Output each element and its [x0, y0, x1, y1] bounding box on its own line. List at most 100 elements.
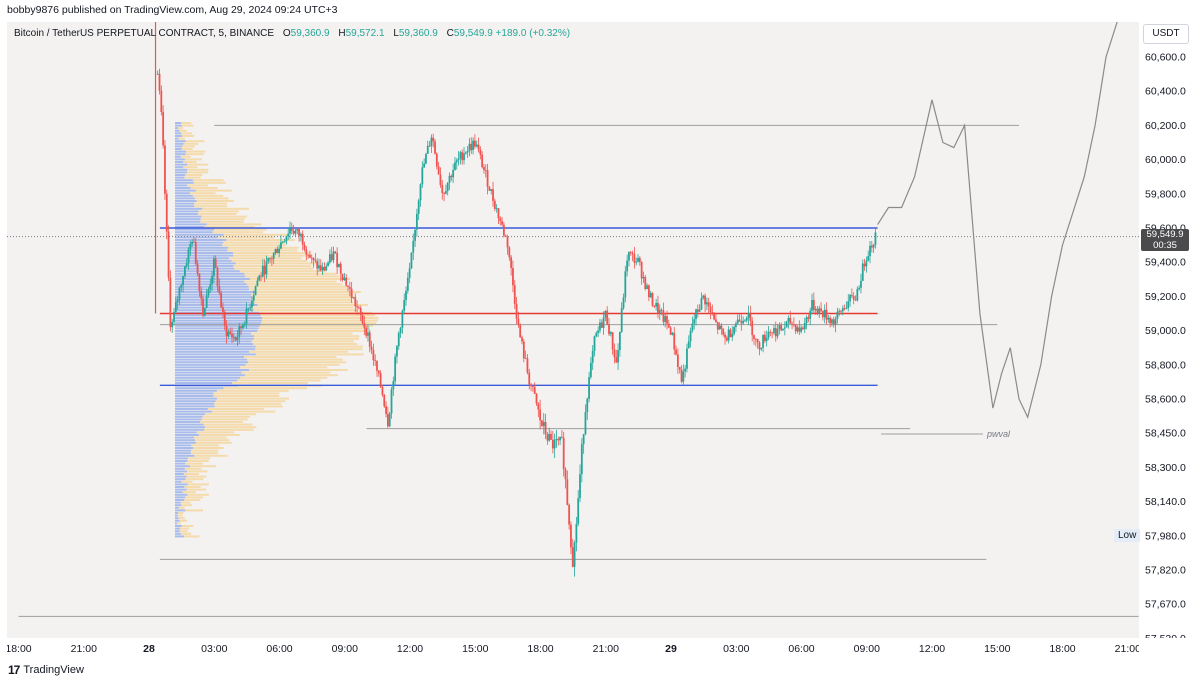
- price-chart[interactable]: pwval: [7, 0, 1146, 638]
- price-tick-label: 59,200.0: [1145, 291, 1186, 303]
- candle-body: [646, 285, 648, 290]
- profile-bar-orange: [217, 236, 275, 239]
- profile-bar-blue: [175, 374, 245, 377]
- profile-bar-blue: [175, 132, 182, 135]
- candle-body: [165, 193, 168, 232]
- candle-body: [713, 314, 716, 320]
- candle-body: [758, 342, 761, 350]
- profile-bar-orange: [187, 493, 209, 496]
- currency-unit-button[interactable]: USDT: [1143, 24, 1189, 44]
- candle-body: [463, 153, 465, 161]
- candle-body: [664, 316, 667, 322]
- profile-bar-blue: [175, 415, 203, 418]
- candle-body: [638, 257, 641, 263]
- profile-bar-blue: [175, 259, 232, 262]
- candle-body: [874, 232, 877, 245]
- price-axis[interactable]: 60,600.0 60,400.0 60,200.0 60,000.0 59,800.0…: [1139, 22, 1200, 679]
- candle-body: [276, 248, 279, 254]
- candle-body: [495, 208, 498, 210]
- candle-body: [182, 275, 184, 285]
- candle-body: [472, 140, 474, 151]
- candle-body: [798, 327, 801, 332]
- candle-body: [686, 348, 688, 369]
- price-tick-label: 60,400.0: [1145, 86, 1186, 98]
- profile-bar-blue: [175, 205, 195, 208]
- candle-body: [780, 325, 783, 331]
- last-price-value: 59,549.9: [1146, 229, 1184, 240]
- time-axis[interactable]: 18:00 21:00 28 03:00 06:00 09:00 12:00 15:00 18:…: [5, 638, 1141, 658]
- symbol-name[interactable]: Bitcoin / TetherUS PERPETUAL CONTRACT, 5…: [14, 28, 275, 39]
- candle-body: [809, 310, 812, 319]
- price-tick-label: 58,140.0: [1145, 496, 1186, 508]
- profile-bar-blue: [175, 142, 184, 145]
- candle-body: [711, 312, 714, 315]
- candle-body: [270, 258, 273, 260]
- chart-plot-area[interactable]: pwval: [7, 0, 1146, 638]
- profile-bar-blue: [175, 418, 202, 421]
- profile-bar-orange: [245, 275, 340, 278]
- profile-bar-orange: [193, 447, 224, 449]
- time-tick-label: 12:00: [397, 643, 423, 655]
- candle-body: [162, 111, 165, 146]
- profile-bar-orange: [233, 265, 311, 267]
- candle-body: [838, 310, 841, 312]
- profile-bar-orange: [251, 332, 353, 335]
- profile-bar-blue: [175, 161, 183, 163]
- candle-body: [283, 241, 286, 243]
- profile-bar-blue: [175, 519, 180, 522]
- candle-body: [841, 308, 844, 312]
- profile-bar-orange: [204, 226, 255, 228]
- price-tick-label: 58,600.0: [1145, 394, 1186, 406]
- candle-body: [718, 325, 721, 330]
- candle-body: [680, 369, 683, 382]
- profile-bar-orange: [214, 228, 267, 231]
- footer-brand[interactable]: 17 TradingView: [8, 663, 84, 677]
- profile-bar-blue: [175, 140, 186, 143]
- candle-body: [782, 328, 784, 331]
- profile-bar-blue: [175, 392, 214, 395]
- candle-body: [479, 149, 482, 155]
- candle-body: [776, 329, 779, 337]
- candle-body: [325, 266, 328, 271]
- profile-bar-orange: [185, 509, 203, 512]
- candle-body: [691, 323, 694, 331]
- candle-body: [604, 310, 607, 318]
- tradingview-logo-icon: 17: [8, 663, 20, 677]
- profile-bar-orange: [251, 301, 354, 304]
- candle-body: [466, 150, 469, 153]
- candle-body: [821, 311, 824, 318]
- profile-bar-orange: [205, 426, 257, 429]
- profile-bar-orange: [181, 122, 192, 124]
- profile-bar-orange: [248, 285, 347, 288]
- last-price-tag: 59,549.9 00:35: [1141, 229, 1189, 251]
- profile-bar-blue: [175, 254, 234, 257]
- candle-body: [348, 287, 351, 289]
- candle-body: [814, 308, 817, 311]
- candle-body: [417, 200, 420, 214]
- candle-body: [774, 328, 777, 337]
- profile-bar-blue: [175, 473, 184, 475]
- horizontal-levels: pwval: [18, 124, 1139, 617]
- profile-bar-orange: [190, 452, 218, 455]
- profile-bar-orange: [253, 343, 357, 345]
- profile-bar-blue: [175, 220, 201, 223]
- candle-body: [671, 332, 674, 335]
- candle-body: [624, 271, 627, 298]
- candle-body: [560, 436, 563, 438]
- candle-body: [660, 309, 663, 311]
- candle-body: [582, 434, 585, 445]
- profile-bar-blue: [175, 207, 203, 210]
- candle-body: [258, 275, 261, 281]
- profile-bar-blue: [175, 350, 250, 353]
- price-tick-label: 59,800.0: [1145, 188, 1186, 200]
- profile-bar-blue: [175, 483, 188, 486]
- profile-bar-orange: [178, 512, 184, 514]
- candle-body: [635, 261, 638, 263]
- candle-body: [350, 288, 353, 298]
- time-tick-label: 15:00: [462, 643, 488, 655]
- candle-body: [365, 327, 368, 336]
- profile-bar-blue: [175, 478, 186, 481]
- profile-bar-blue: [175, 387, 224, 390]
- profile-bar-orange: [186, 150, 206, 153]
- candle-body: [241, 324, 244, 328]
